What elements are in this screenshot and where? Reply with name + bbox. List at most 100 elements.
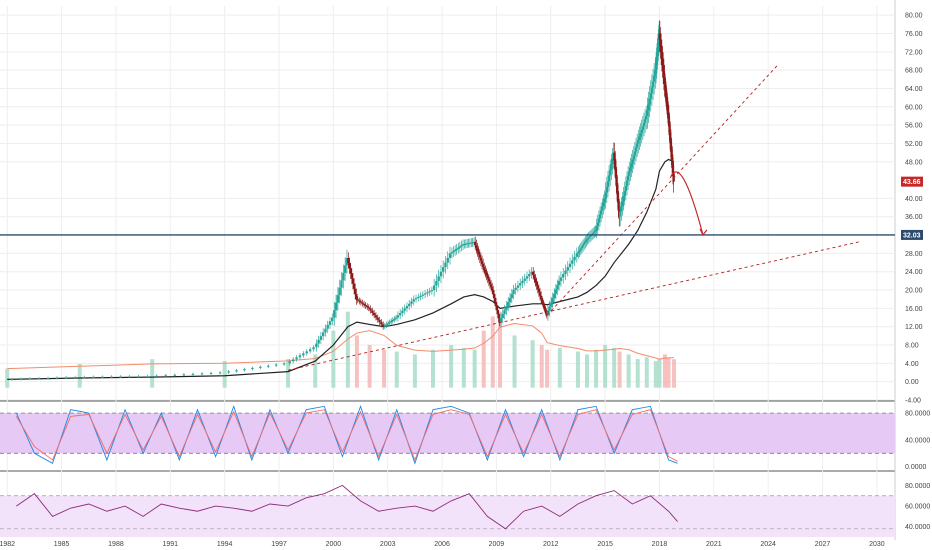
candle-body: [345, 257, 349, 266]
candle-body: [670, 148, 673, 158]
candle-body: [282, 363, 286, 365]
candle-body: [554, 289, 558, 294]
candle-body: [461, 244, 465, 246]
candle-body: [10, 379, 13, 381]
candle-body: [597, 218, 601, 223]
candle-body: [593, 231, 596, 233]
candle-body: [403, 308, 406, 311]
candle-body: [503, 310, 506, 315]
candle-body: [579, 248, 582, 250]
candle-body: [483, 267, 486, 271]
volume-ma-line: [7, 323, 675, 370]
candle-body: [639, 133, 642, 137]
price-tick-label: 60.00: [905, 104, 923, 111]
candle-body: [571, 260, 574, 264]
candle-body: [457, 247, 460, 249]
candle-body: [650, 87, 654, 94]
candle-body: [448, 253, 452, 258]
candle-body: [652, 75, 656, 82]
volume-bar: [644, 357, 649, 388]
candle-body: [37, 378, 41, 380]
price-tick-label: 8.00: [905, 343, 919, 350]
candle-body: [227, 371, 230, 373]
candle-body: [471, 242, 474, 244]
candle-body: [487, 278, 491, 282]
price-tick-label: 64.00: [905, 86, 923, 93]
time-tick-label: 2027: [815, 541, 831, 548]
volume-bar: [530, 340, 535, 388]
candle-body: [544, 309, 547, 312]
candle-body: [308, 349, 312, 352]
candle-body: [348, 263, 351, 269]
rsi-panel[interactable]: [0, 484, 895, 538]
candle-body: [656, 47, 660, 52]
candle-body: [624, 185, 628, 191]
candle-body: [508, 298, 512, 303]
stochastic-panel[interactable]: [0, 404, 895, 465]
candle-body: [110, 376, 113, 378]
volume-bar: [345, 311, 350, 388]
candle-body: [305, 351, 308, 354]
candle-body: [651, 81, 655, 88]
candle-body: [657, 42, 660, 48]
candle-body: [656, 51, 659, 57]
volume-bar: [545, 349, 550, 388]
candle-body: [588, 236, 592, 238]
candle-body: [559, 277, 563, 281]
price-tick-label: 56.00: [905, 123, 923, 130]
volume-bar: [412, 354, 417, 388]
volume-bar: [617, 351, 622, 388]
candle-body: [393, 318, 396, 320]
volume-bar: [512, 335, 517, 388]
candle-body: [505, 306, 508, 311]
candle-body: [581, 244, 585, 247]
candle-body: [349, 268, 352, 274]
candle-body: [647, 104, 650, 111]
volume-bar: [382, 349, 387, 388]
candle-body: [481, 263, 485, 268]
candle-body: [441, 267, 445, 272]
candle-body: [371, 310, 374, 313]
time-tick-label: 2000: [326, 541, 342, 548]
candle-body: [336, 295, 340, 303]
candle-body: [439, 271, 443, 277]
candle-body: [495, 306, 499, 311]
candle-body: [369, 308, 372, 311]
candle-body: [536, 285, 539, 289]
volume-bar: [594, 349, 599, 388]
candle-body: [338, 287, 341, 296]
candle-body: [586, 238, 589, 240]
stoch-tick-label: 0.0000: [905, 464, 927, 471]
price-tick-label: 4.00: [905, 361, 919, 368]
candle-body: [358, 300, 361, 302]
candle-body: [412, 299, 415, 302]
candle-body: [661, 58, 664, 65]
candle-body: [628, 171, 631, 176]
candle-body: [146, 376, 149, 378]
candle-body: [267, 365, 270, 367]
candle-body: [298, 355, 302, 358]
candle-body: [396, 315, 400, 318]
candle-body: [55, 377, 59, 379]
stoch-tick-label: 80.0000: [905, 411, 930, 418]
candle-body: [580, 246, 584, 249]
price-panel[interactable]: [0, 20, 895, 388]
steep-trendline: [546, 65, 778, 316]
candle-body: [19, 378, 23, 380]
candle-body: [584, 241, 587, 244]
candle-body: [164, 375, 167, 377]
volume-bar: [5, 368, 10, 388]
candle-body: [380, 322, 383, 325]
candle-body: [604, 192, 607, 199]
price-tick-label: 28.00: [905, 251, 923, 258]
time-tick-label: 1985: [54, 541, 70, 548]
candle-body: [364, 304, 367, 307]
volume-bar: [431, 349, 436, 388]
candle-body: [101, 376, 104, 378]
support-level-badge-label: 32.03: [903, 232, 921, 239]
candle-body: [546, 310, 550, 316]
candle-body: [334, 302, 338, 311]
candle-body: [351, 278, 355, 284]
candle-body: [631, 159, 634, 164]
